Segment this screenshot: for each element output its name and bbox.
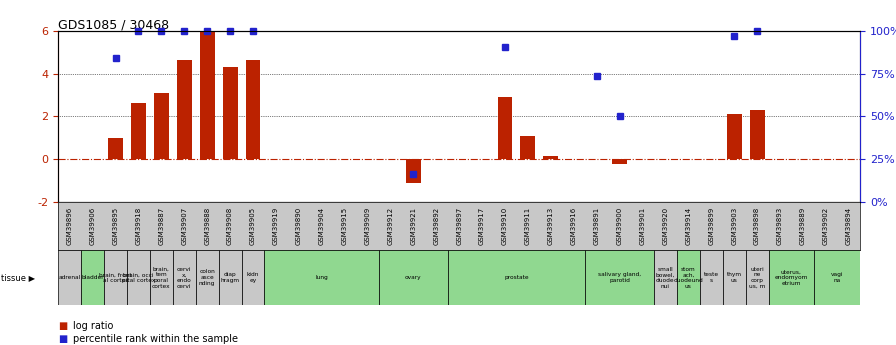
Text: ■: ■ — [58, 334, 67, 344]
Bar — [745, 250, 769, 305]
Text: GSM39921: GSM39921 — [410, 207, 417, 245]
Text: ■: ■ — [58, 321, 67, 331]
Bar — [219, 250, 242, 305]
Bar — [814, 250, 860, 305]
Text: GSM39919: GSM39919 — [273, 207, 279, 245]
Bar — [497, 97, 513, 159]
Bar — [127, 250, 150, 305]
Bar — [242, 250, 264, 305]
Text: GSM39888: GSM39888 — [204, 207, 211, 245]
Text: cervi
x,
endo
cervi: cervi x, endo cervi — [177, 267, 192, 289]
Text: bladder: bladder — [82, 275, 104, 280]
Text: vagi
na: vagi na — [831, 272, 843, 283]
Text: GSM39907: GSM39907 — [181, 207, 187, 245]
Text: brain,
tem
poral
cortex: brain, tem poral cortex — [152, 267, 170, 289]
Text: brain, occi
pital cortex: brain, occi pital cortex — [122, 272, 155, 283]
Text: GSM39890: GSM39890 — [296, 207, 302, 245]
Text: GSM39900: GSM39900 — [616, 207, 623, 245]
Bar — [406, 159, 421, 183]
Text: GSM39894: GSM39894 — [846, 207, 852, 245]
Bar — [612, 159, 627, 165]
Bar — [264, 250, 379, 305]
Bar — [150, 250, 173, 305]
Bar — [104, 250, 127, 305]
Text: GSM39893: GSM39893 — [777, 207, 783, 245]
Text: GSM39911: GSM39911 — [525, 207, 531, 245]
Text: kidn
ey: kidn ey — [246, 272, 259, 283]
Bar — [521, 136, 536, 159]
Text: GSM39897: GSM39897 — [456, 207, 462, 245]
Text: GSM39914: GSM39914 — [685, 207, 692, 245]
Bar — [379, 250, 448, 305]
Text: GSM39912: GSM39912 — [387, 207, 393, 245]
Text: teste
s: teste s — [703, 272, 719, 283]
Bar — [131, 102, 146, 159]
Text: percentile rank within the sample: percentile rank within the sample — [73, 334, 238, 344]
Bar — [58, 250, 82, 305]
Text: GSM39902: GSM39902 — [823, 207, 829, 245]
Text: colon
asce
nding: colon asce nding — [199, 269, 215, 286]
Bar — [177, 60, 192, 159]
Text: GSM39918: GSM39918 — [135, 207, 142, 245]
Text: lung: lung — [315, 275, 328, 280]
Bar — [222, 67, 237, 159]
Text: GSM39898: GSM39898 — [754, 207, 760, 245]
Text: ovary: ovary — [405, 275, 422, 280]
Bar — [200, 31, 215, 159]
Bar — [195, 250, 219, 305]
Text: GSM39906: GSM39906 — [90, 207, 96, 245]
Text: GSM39899: GSM39899 — [708, 207, 714, 245]
Text: GSM39891: GSM39891 — [594, 207, 599, 245]
Text: GSM39913: GSM39913 — [547, 207, 554, 245]
Bar — [543, 156, 558, 159]
Bar — [723, 250, 745, 305]
Text: GSM39915: GSM39915 — [341, 207, 348, 245]
Text: GSM39895: GSM39895 — [113, 207, 118, 245]
Bar — [154, 93, 168, 159]
Text: small
bowel,
duode
nui: small bowel, duode nui — [656, 267, 675, 289]
Text: log ratio: log ratio — [73, 321, 114, 331]
Text: GSM39896: GSM39896 — [66, 207, 73, 245]
Text: prostate: prostate — [504, 275, 529, 280]
Bar — [82, 250, 104, 305]
Text: brain, front
al cortex: brain, front al cortex — [99, 272, 132, 283]
Text: GSM39887: GSM39887 — [159, 207, 164, 245]
Text: adrenal: adrenal — [58, 275, 81, 280]
Bar — [750, 110, 764, 159]
Text: uterus,
endomyom
etrium: uterus, endomyom etrium — [775, 269, 808, 286]
Text: GSM39901: GSM39901 — [640, 207, 645, 245]
Text: GSM39917: GSM39917 — [479, 207, 485, 245]
Text: GSM39889: GSM39889 — [800, 207, 806, 245]
Text: GSM39920: GSM39920 — [662, 207, 668, 245]
Text: GSM39908: GSM39908 — [227, 207, 233, 245]
Text: GSM39905: GSM39905 — [250, 207, 256, 245]
Bar — [769, 250, 814, 305]
Text: salivary gland,
parotid: salivary gland, parotid — [598, 272, 642, 283]
Bar — [108, 138, 123, 159]
Text: diap
hragm: diap hragm — [220, 272, 239, 283]
Text: GSM39903: GSM39903 — [731, 207, 737, 245]
Bar — [676, 250, 700, 305]
Text: GSM39909: GSM39909 — [365, 207, 371, 245]
Bar — [700, 250, 723, 305]
Text: GSM39892: GSM39892 — [434, 207, 439, 245]
Bar — [727, 114, 742, 159]
Bar — [173, 250, 195, 305]
Bar — [585, 250, 654, 305]
Bar — [448, 250, 585, 305]
Text: tissue ▶: tissue ▶ — [1, 273, 35, 282]
Text: GSM39916: GSM39916 — [571, 207, 577, 245]
Text: GDS1085 / 30468: GDS1085 / 30468 — [58, 18, 169, 31]
Text: GSM39904: GSM39904 — [319, 207, 324, 245]
Text: thym
us: thym us — [727, 272, 742, 283]
Text: stom
ach,
duodeund
us: stom ach, duodeund us — [674, 267, 703, 289]
Text: GSM39910: GSM39910 — [502, 207, 508, 245]
Text: uteri
ne
corp
us, m: uteri ne corp us, m — [749, 267, 765, 289]
Bar — [246, 60, 261, 159]
Bar — [654, 250, 676, 305]
